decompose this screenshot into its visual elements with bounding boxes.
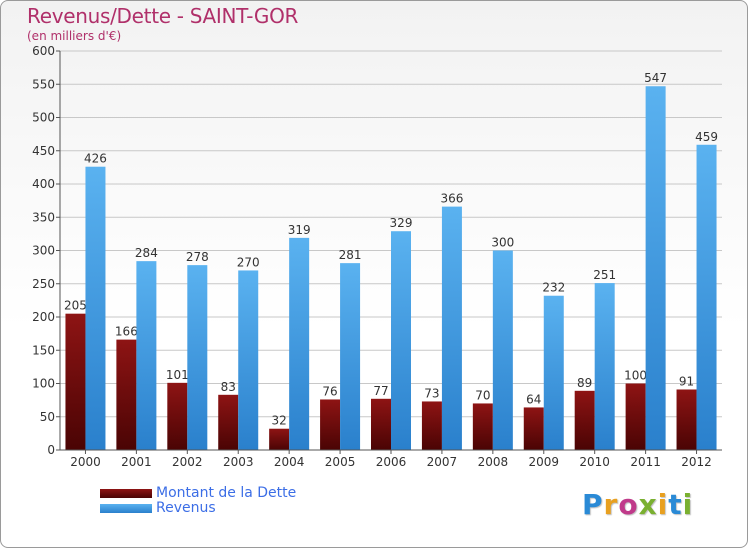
- logo-letter: o: [618, 488, 639, 521]
- logo-letter: i: [657, 488, 669, 521]
- bars: 205 426 166 284 101 278 83 270 32 319 76 281 77 329 73…: [64, 71, 718, 451]
- bar-debt: [574, 390, 595, 450]
- bar-revenue: [391, 231, 411, 450]
- legend-label-revenue: Revenus: [156, 500, 216, 516]
- y-tick-label: 600: [32, 44, 55, 58]
- data-label-debt: 101: [166, 368, 189, 382]
- data-label-revenue: 251: [593, 268, 616, 282]
- legend-label-debt: Montant de la Dette: [156, 485, 297, 501]
- x-tick-label: 2011: [630, 455, 661, 469]
- y-tick-label: 550: [32, 77, 55, 91]
- x-tick-label: 2006: [376, 455, 407, 469]
- logo-letter: i: [682, 488, 694, 521]
- data-label-revenue: 329: [390, 216, 413, 230]
- bar-revenue: [696, 144, 717, 450]
- y-tick-label: 0: [47, 443, 55, 457]
- bar-debt: [269, 428, 290, 450]
- data-label-revenue: 319: [288, 223, 311, 237]
- bar-debt: [218, 394, 239, 450]
- data-label-debt: 32: [272, 414, 287, 428]
- data-label-revenue: 459: [695, 130, 718, 144]
- legend-swatch-debt: [100, 489, 152, 498]
- data-label-debt: 166: [115, 325, 138, 339]
- y-tick-label: 250: [32, 277, 55, 291]
- bar-debt: [472, 403, 493, 450]
- y-tick-label: 500: [32, 111, 55, 125]
- data-label-revenue: 284: [135, 246, 158, 260]
- bar-debt: [65, 313, 86, 450]
- y-tick-label: 450: [32, 144, 55, 158]
- bar-debt: [320, 399, 341, 450]
- x-tick-label: 2005: [325, 455, 356, 469]
- y-tick-label: 150: [32, 343, 55, 357]
- data-label-debt: 83: [221, 380, 236, 394]
- data-label-debt: 73: [424, 386, 439, 400]
- logo-letter: P: [582, 488, 604, 521]
- bar-revenue: [441, 206, 462, 450]
- x-tick-label: 2009: [528, 455, 559, 469]
- x-tick-label: 2007: [427, 455, 458, 469]
- y-tick-label: 200: [32, 310, 55, 324]
- x-tick-label: 2000: [70, 455, 101, 469]
- bar-revenue: [289, 237, 310, 450]
- y-tick-label: 400: [32, 177, 55, 191]
- data-label-debt: 77: [373, 384, 388, 398]
- bar-revenue: [340, 263, 361, 450]
- y-tick-label: 350: [32, 210, 55, 224]
- data-label-debt: 91: [679, 374, 694, 388]
- data-label-revenue: 547: [644, 71, 667, 85]
- x-tick-label: 2001: [121, 455, 152, 469]
- data-label-revenue: 300: [491, 236, 514, 250]
- proxiti-logo: Proxiti: [582, 488, 693, 521]
- y-tick-label: 300: [32, 244, 55, 258]
- bar-debt: [523, 407, 544, 450]
- logo-letter: r: [603, 488, 619, 521]
- data-label-revenue: 426: [84, 152, 107, 166]
- logo-letter: t: [668, 488, 683, 521]
- data-label-revenue: 270: [237, 255, 260, 269]
- data-label-debt: 76: [322, 384, 337, 398]
- chart-subtitle: (en milliers d'€): [27, 29, 122, 43]
- axes: 0 50 100 150 200 250 300 350 400 450 500 550 600 2000…: [32, 44, 722, 469]
- legend-swatch-revenue: [100, 504, 152, 513]
- data-label-debt: 100: [624, 369, 647, 383]
- x-tick-label: 2002: [172, 455, 203, 469]
- data-label-revenue: 232: [542, 281, 565, 295]
- data-label-revenue: 281: [339, 248, 362, 262]
- x-tick-label: 2008: [478, 455, 509, 469]
- bar-revenue: [594, 283, 615, 450]
- y-tick-label: 100: [32, 377, 55, 391]
- data-label-revenue: 278: [186, 250, 209, 264]
- y-tick-label: 50: [40, 410, 55, 424]
- logo-letter: x: [638, 488, 658, 521]
- bar-debt: [116, 339, 137, 450]
- bar-debt: [625, 383, 646, 450]
- x-tick-label: 2004: [274, 455, 305, 469]
- bar-revenue: [238, 270, 259, 450]
- data-label-debt: 64: [526, 392, 541, 406]
- bar-revenue: [187, 265, 208, 450]
- bar-revenue: [543, 295, 564, 450]
- data-label-debt: 205: [64, 299, 87, 313]
- x-tick-label: 2003: [223, 455, 254, 469]
- chart-title: Revenus/Dette - SAINT-GOR: [27, 4, 299, 28]
- bar-debt: [676, 389, 697, 450]
- bar-revenue: [136, 261, 157, 450]
- bar-debt: [371, 398, 391, 450]
- data-label-revenue: 366: [440, 192, 463, 206]
- data-label-debt: 89: [577, 376, 592, 390]
- bar-debt: [421, 401, 442, 450]
- bar-revenue: [645, 86, 666, 451]
- x-tick-label: 2012: [681, 455, 712, 469]
- x-tick-label: 2010: [579, 455, 610, 469]
- bar-revenue: [492, 250, 513, 450]
- bar-debt: [167, 382, 188, 450]
- bar-revenue: [85, 166, 106, 450]
- data-label-debt: 70: [475, 388, 490, 402]
